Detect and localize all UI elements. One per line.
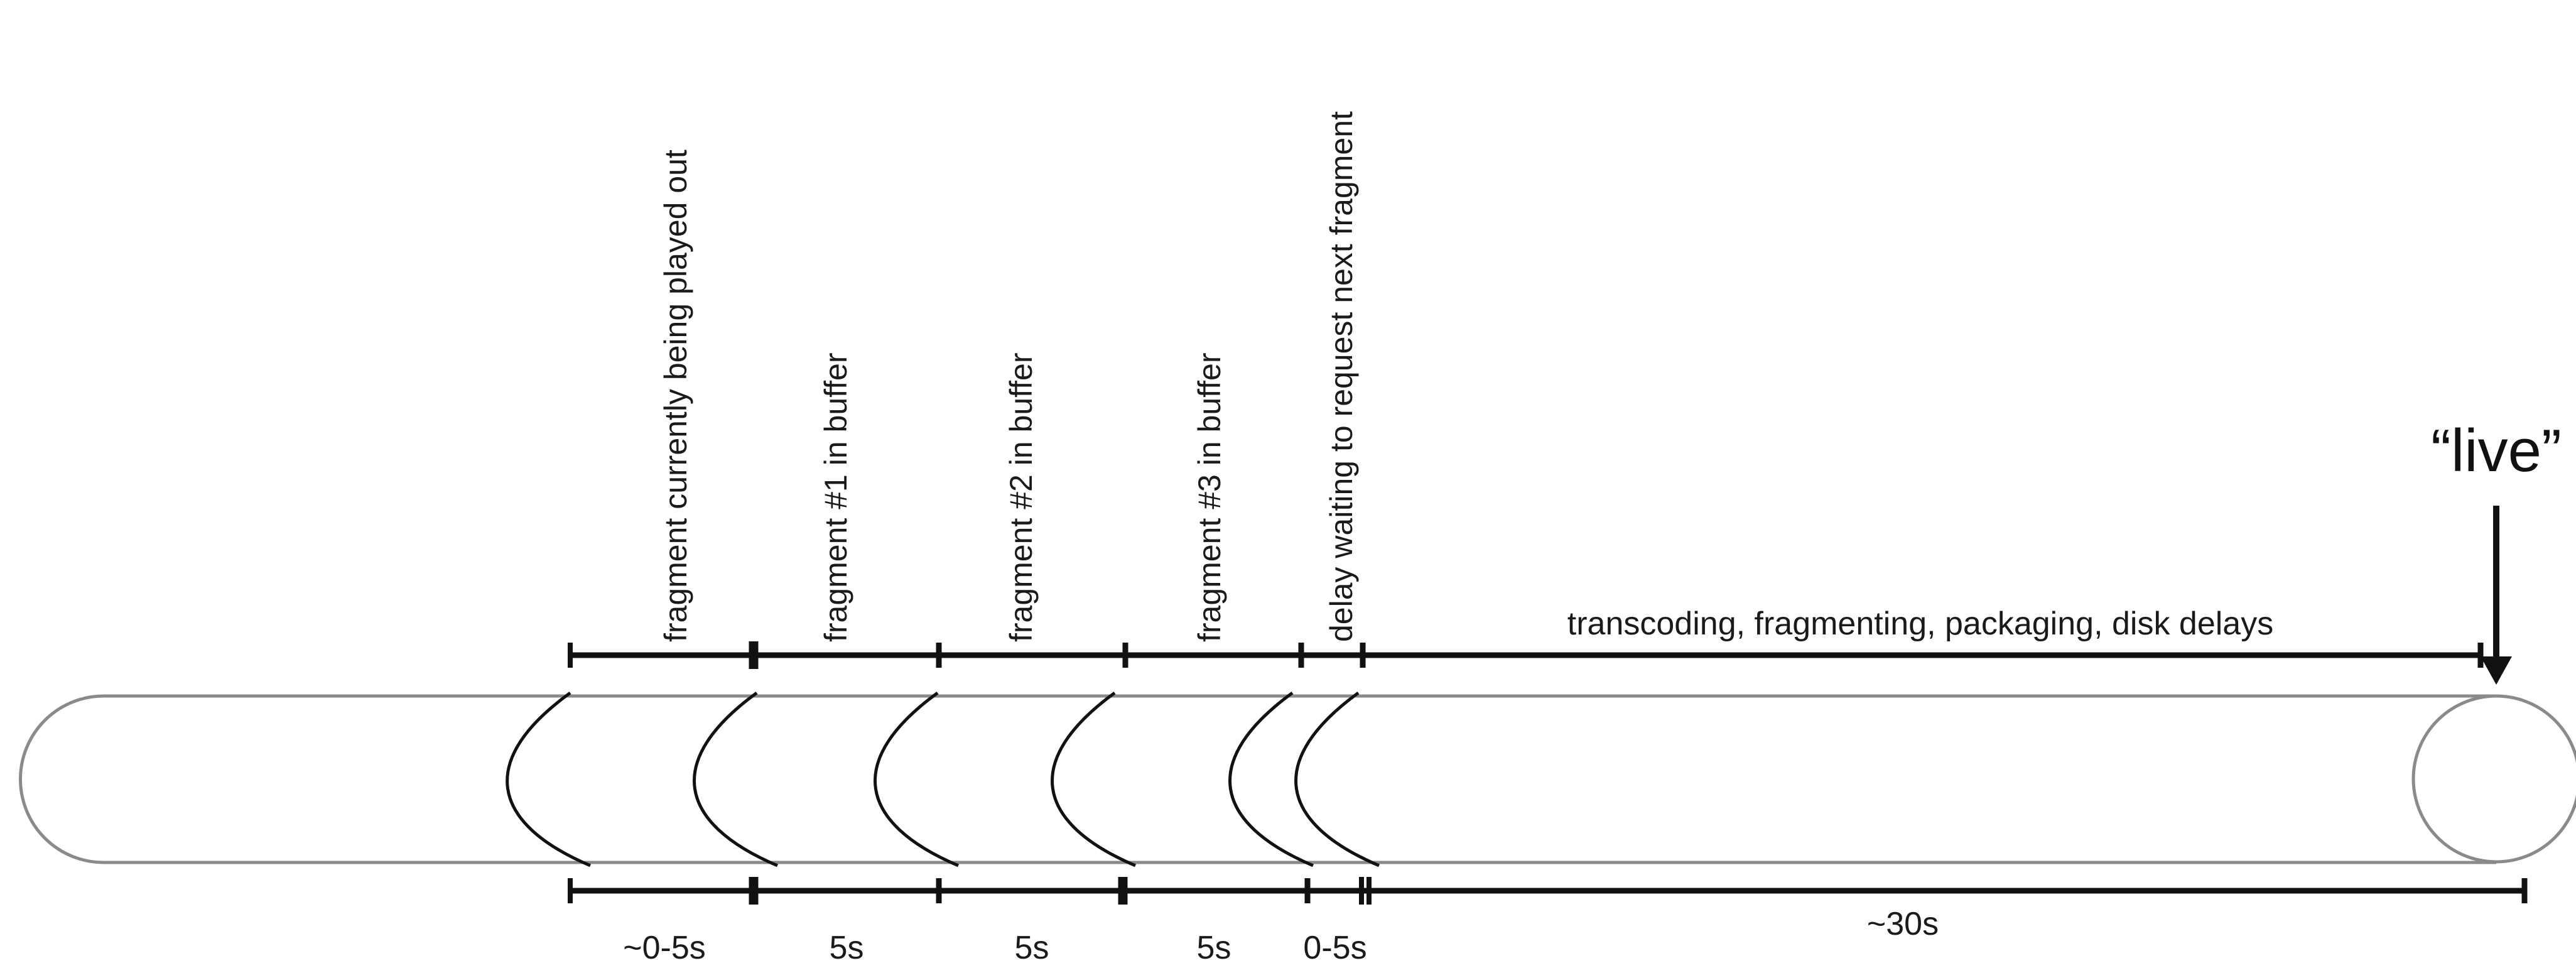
duration-label: ~0-5s xyxy=(623,930,706,966)
segment-label: fragment currently being played out xyxy=(658,150,693,642)
boundary-curve xyxy=(1294,691,1380,867)
pipeline-label: transcoding, fragmenting, packaging, dis… xyxy=(1567,606,2273,642)
boundary-curve xyxy=(693,691,778,867)
live-marker: “live” xyxy=(2431,417,2562,685)
segment-label: fragment #2 in buffer xyxy=(1004,353,1039,642)
segment-labels: fragment currently being played out frag… xyxy=(658,111,1359,642)
pipe-body xyxy=(19,694,2496,864)
boundary-curve xyxy=(1051,691,1136,867)
segment-label: fragment #3 in buffer xyxy=(1192,353,1227,642)
duration-label: 5s xyxy=(1015,930,1049,966)
pipe-end-cap xyxy=(2411,694,2576,864)
live-label: “live” xyxy=(2431,417,2562,484)
boundary-curve xyxy=(506,691,591,867)
top-timeline xyxy=(568,641,2484,669)
boundary-curve xyxy=(874,691,959,867)
segment-label: delay waiting to request next fragment xyxy=(1324,111,1359,642)
fragment-boundaries xyxy=(506,691,1380,867)
duration-label: ~30s xyxy=(1867,906,1939,942)
duration-label: 5s xyxy=(830,930,864,966)
live-arrow-head xyxy=(2481,656,2512,685)
duration-labels: ~0-5s 5s 5s 5s 0-5s ~30s xyxy=(623,906,1939,966)
duration-label: 0-5s xyxy=(1303,930,1366,966)
pipe xyxy=(19,694,2576,864)
boundary-curve xyxy=(1228,691,1314,867)
bottom-timeline xyxy=(568,877,2528,905)
duration-label: 5s xyxy=(1197,930,1231,966)
segment-label: fragment #1 in buffer xyxy=(818,353,853,642)
